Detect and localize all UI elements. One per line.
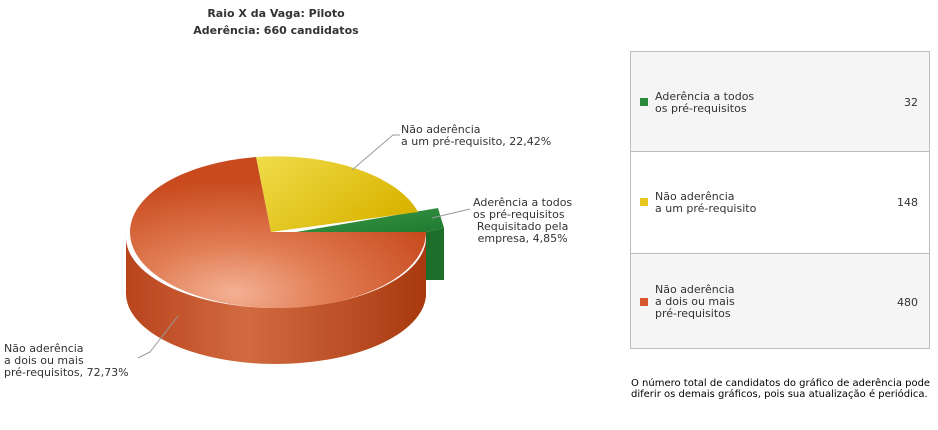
data-label-line: Não aderência (401, 123, 481, 136)
legend-table: Aderência a todos os pré-requisitos 32 N… (630, 51, 930, 349)
legend-swatch-yellow (640, 198, 648, 206)
data-label-line: a dois ou mais (4, 354, 84, 367)
legend-label-line: Aderência a todos (655, 90, 755, 103)
chart-subtitle: Aderência: 660 candidatos (193, 24, 359, 37)
legend-value: 480 (897, 296, 918, 309)
legend-label: Não aderência a dois ou mais pré-requisi… (655, 284, 735, 320)
slice-todos-os-pre-requisitos[interactable] (296, 208, 444, 232)
legend-row-um-pre-requisito: Não aderência a um pré-requisito 148 (631, 152, 929, 254)
legend-label-line: Não aderência (655, 190, 735, 203)
chart-title-line1: Raio X da Vaga: Piloto (207, 7, 345, 20)
slice-side-todos (426, 228, 444, 280)
pie-chart (125, 134, 471, 364)
legend-label: Aderência a todos os pré-requisitos (655, 91, 754, 115)
data-label-line: Aderência a todos (473, 196, 573, 209)
legend-swatch-red (640, 298, 648, 306)
slice-side-dois-ou-mais (125, 234, 426, 364)
legend-row-dois-ou-mais: Não aderência a dois ou mais pré-requisi… (631, 254, 929, 348)
legend-label-line: Não aderência (655, 283, 735, 296)
legend-value: 32 (904, 96, 918, 109)
data-label-line: a um pré-requisito, 22,42% (401, 135, 552, 148)
data-label-line: os pré-requisitos (473, 208, 565, 221)
slice-um-pre-requisito[interactable] (256, 156, 418, 232)
legend-swatch-green (640, 98, 648, 106)
footnote: O número total de candidatos do gráfico … (631, 378, 931, 400)
legend-label-line: a um pré-requisito (655, 202, 757, 215)
chart-title: Raio X da Vaga: Piloto Aderência: 660 ca… (0, 5, 552, 39)
data-label-line: Requisitado pela (476, 220, 569, 233)
legend-label-line: os pré-requisitos (655, 102, 747, 115)
slice-dois-ou-mais[interactable] (130, 157, 427, 309)
data-label-line: Não aderência (4, 342, 84, 355)
leader-line-todos (431, 208, 471, 219)
data-label-um-pre-requisito: Não aderência a um pré-requisito, 22,42% (401, 124, 551, 148)
leader-line-um-pre-requisito (351, 134, 400, 171)
legend-label: Não aderência a um pré-requisito (655, 191, 756, 215)
data-label-line: empresa, 4,85% (477, 232, 568, 245)
legend-row-todos: Aderência a todos os pré-requisitos 32 (631, 52, 929, 152)
data-label-dois-ou-mais: Não aderência a dois ou mais pré-requisi… (4, 343, 129, 379)
data-label-line: pré-requisitos, 72,73% (4, 366, 129, 379)
legend-value: 148 (897, 196, 918, 209)
legend-label-line: a dois ou mais (655, 295, 735, 308)
data-label-todos-os-pre-requisitos: Aderência a todos os pré-requisitos Requ… (473, 197, 572, 245)
leader-line-dois-ou-mais (137, 315, 179, 359)
legend-label-line: pré-requisitos (655, 307, 731, 320)
